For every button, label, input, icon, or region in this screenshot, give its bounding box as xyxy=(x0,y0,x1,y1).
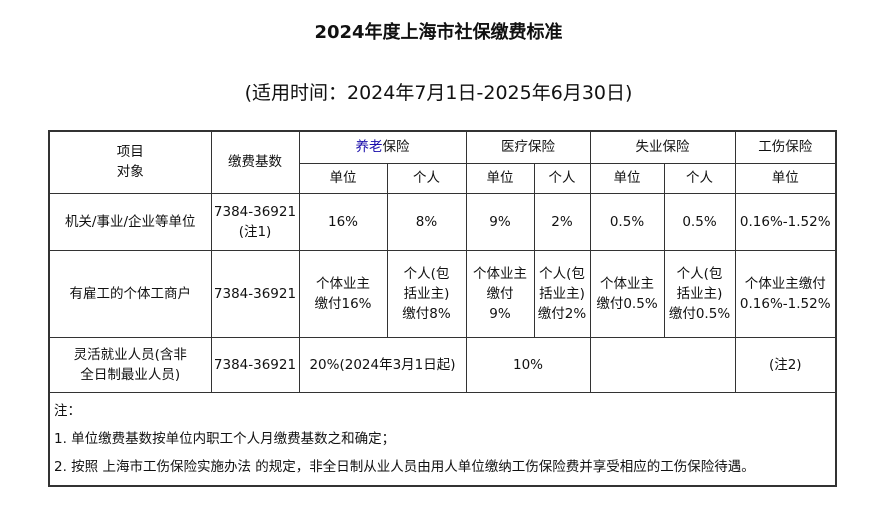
cell-line: 缴付16% xyxy=(314,295,372,312)
pension-personal-rate: 个人(包 括业主) 缴付8% xyxy=(386,249,467,338)
row-base: 7384-36921 xyxy=(210,336,300,393)
pension-highlight-link[interactable]: 养老 xyxy=(355,139,383,156)
medical-unit-rate: 个体业主 缴付 9% xyxy=(465,249,535,338)
header-pension-personal: 个人 xyxy=(386,162,467,194)
cell-line: 个人(包 xyxy=(539,265,585,282)
header-injury-unit: 单位 xyxy=(734,162,837,194)
pension-unit-rate: 个体业主 缴付16% xyxy=(298,249,388,338)
medical-personal-rate: 个人(包 括业主) 缴付2% xyxy=(533,249,591,338)
pension-personal-rate: 8% xyxy=(386,192,467,251)
cell-line: 灵活就业人员(含非 xyxy=(73,346,187,363)
cell-line: 全日制最业人员) xyxy=(80,366,181,383)
table-row: 灵活就业人员(含非 全日制最业人员) 7384-36921 20%(2024年3… xyxy=(48,336,837,393)
header-unemp-personal: 个人 xyxy=(663,162,736,194)
row-target: 有雇工的个体工商户 xyxy=(48,249,212,338)
cell-line: 缴付8% xyxy=(402,305,451,322)
note-1: 1. 单位缴费基数按单位内职工个人月缴费基数之和确定； xyxy=(54,430,396,447)
header-unemp-unit: 单位 xyxy=(589,162,665,194)
social-insurance-table: 项目 对象 缴费基数 养老保险 医疗保险 失业保险 工伤保险 单位 个人 单位 … xyxy=(48,130,837,487)
cell-line: 个体业主缴付 xyxy=(744,275,826,292)
row-target: 灵活就业人员(含非 全日制最业人员) xyxy=(48,336,212,393)
medical-rate: 10% xyxy=(465,336,591,393)
row-base: 7384-36921 xyxy=(210,249,300,338)
pension-rate: 20%(2024年3月1日起) xyxy=(298,336,467,393)
injury-unit-rate: 0.16%-1.52% xyxy=(734,192,837,251)
cell-line: 缴付0.5% xyxy=(668,305,731,322)
unemployment-rate xyxy=(589,336,736,393)
header-medical-personal: 个人 xyxy=(533,162,591,194)
cell-line: 括业主) xyxy=(539,285,585,302)
unemp-personal-rate: 个人(包 括业主) 缴付0.5% xyxy=(663,249,736,338)
cell-line: 缴付2% xyxy=(537,305,587,322)
pension-unit-rate: 16% xyxy=(298,192,388,251)
header-target-label: 对象 xyxy=(116,164,144,181)
row-target: 机关/事业/企业等单位 xyxy=(48,192,212,251)
table-row: 机关/事业/企业等单位 7384-36921 (注1) 16% 8% 9% 2%… xyxy=(48,192,837,251)
medical-personal-rate: 2% xyxy=(533,192,591,251)
cell-line: 个体业主 xyxy=(316,275,370,292)
note-2: 2. 按照 上海市工伤保险实施办法 的规定，非全日制从业人员由用人单位缴纳工伤保… xyxy=(54,458,755,475)
cell-line: 个人(包 xyxy=(403,265,450,282)
header-base: 缴费基数 xyxy=(210,130,300,194)
cell-line: 9% xyxy=(489,305,511,322)
injury-rate: (注2) xyxy=(734,336,837,393)
unemp-personal-rate: 0.5% xyxy=(663,192,736,251)
notes-heading: 注： xyxy=(54,402,81,419)
header-medical: 医疗保险 xyxy=(465,130,591,164)
header-item-target: 项目 对象 xyxy=(48,130,212,194)
base-note-ref: (注1) xyxy=(238,223,272,240)
medical-unit-rate: 9% xyxy=(465,192,535,251)
header-item-label: 项目 xyxy=(116,144,144,161)
cell-line: 个体业主 xyxy=(473,265,527,282)
base-value: 7384-36921 xyxy=(213,203,297,220)
unemp-unit-rate: 0.5% xyxy=(589,192,665,251)
header-pension: 养老保险 xyxy=(298,130,467,164)
header-unemployment: 失业保险 xyxy=(589,130,736,164)
unemp-unit-rate: 个体业主 缴付0.5% xyxy=(589,249,665,338)
cell-line: 括业主) xyxy=(403,285,450,302)
page-subtitle: (适用时间：2024年7月1日-2025年6月30日) xyxy=(244,82,633,104)
header-pension-unit: 单位 xyxy=(298,162,388,194)
notes-cell: 注： 1. 单位缴费基数按单位内职工个人月缴费基数之和确定； 2. 按照 上海市… xyxy=(48,391,837,486)
cell-line: 0.16%-1.52% xyxy=(739,295,831,312)
page-title: 2024年度上海市社保缴费标准 xyxy=(314,22,563,43)
cell-line: 个人(包 xyxy=(676,265,723,282)
cell-line: 缴付0.5% xyxy=(596,295,658,312)
header-injury: 工伤保险 xyxy=(734,130,837,164)
cell-line: 括业主) xyxy=(676,285,723,302)
cell-line: 个体业主 xyxy=(600,275,654,292)
cell-line: 缴付 xyxy=(486,285,514,302)
table-row: 有雇工的个体工商户 7384-36921 个体业主 缴付16% 个人(包 括业主… xyxy=(48,249,837,338)
row-base: 7384-36921 (注1) xyxy=(210,192,300,251)
header-medical-unit: 单位 xyxy=(465,162,535,194)
pension-suffix: 保险 xyxy=(382,139,410,156)
injury-unit-rate: 个体业主缴付 0.16%-1.52% xyxy=(734,249,837,338)
